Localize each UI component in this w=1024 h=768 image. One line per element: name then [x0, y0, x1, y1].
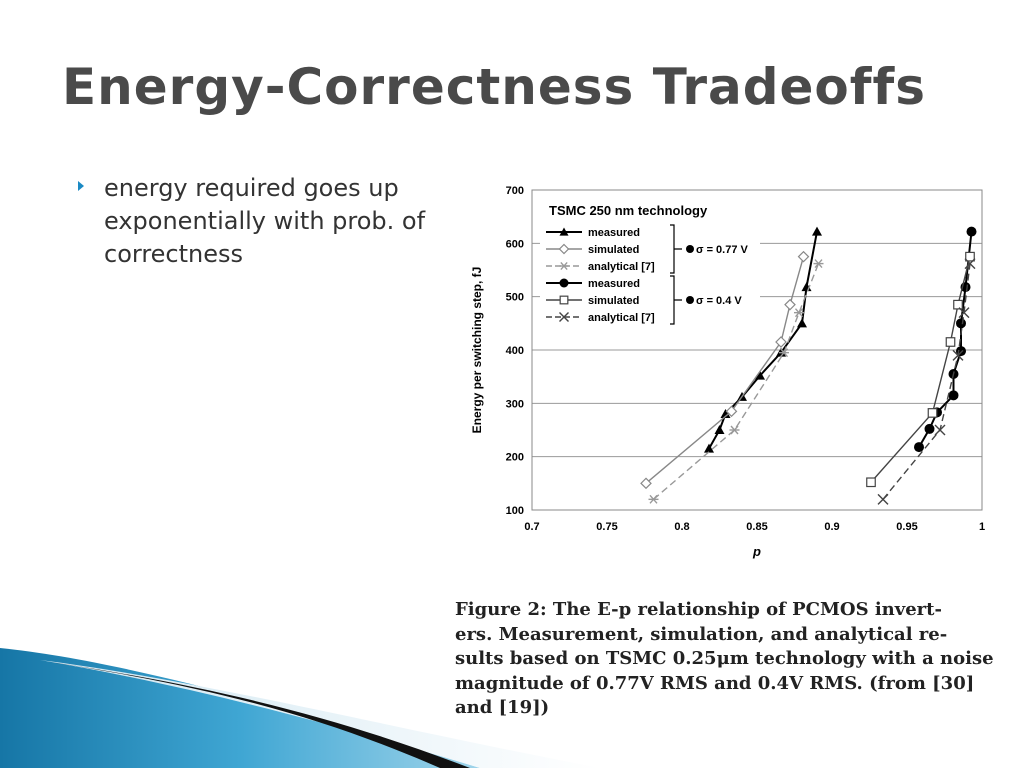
- legend-bracket: [670, 224, 682, 274]
- bullet-arrow-icon: [78, 181, 84, 191]
- data-point: [755, 370, 765, 380]
- caption-line: Figure 2: The E-p relationship of PCMOS …: [455, 599, 942, 620]
- data-point: [952, 349, 964, 361]
- plot-area-frame: [531, 189, 983, 511]
- figure-caption: Figure 2: The E-p relationship of PCMOS …: [455, 598, 1011, 721]
- y-tick-label: 300: [506, 398, 524, 410]
- caption-line: ers. Measurement, simulation, and analyt…: [455, 623, 948, 645]
- caption-line: and [19]): [455, 697, 550, 718]
- data-point: [648, 494, 659, 504]
- y-tick-label: 400: [506, 345, 524, 357]
- decorative-swoosh: [0, 648, 600, 768]
- data-point: [729, 425, 740, 435]
- data-point: [958, 307, 970, 319]
- x-tick-label: 0.75: [596, 521, 617, 533]
- data-point: [877, 493, 889, 505]
- data-point: [558, 243, 570, 255]
- y-tick-labels: 100 200 300 400 500 600 700: [506, 185, 524, 517]
- slide-title: Energy-Correctness Tradeoffs: [62, 58, 927, 116]
- legend-entry: measured: [588, 278, 640, 290]
- data-point: [812, 226, 822, 236]
- legend-group-label: σ = 0.77 V: [696, 244, 749, 256]
- data-point: [720, 409, 731, 418]
- legend-entry: simulated: [588, 244, 639, 256]
- swoosh-black: [50, 662, 470, 768]
- data-point: [813, 259, 824, 269]
- y-tick-label: 100: [506, 505, 524, 517]
- data-point: [945, 337, 956, 347]
- data-point: [964, 258, 976, 270]
- data-point: [914, 442, 924, 453]
- data-point: [784, 298, 796, 311]
- data-point: [559, 312, 569, 322]
- y-axis-label: Energy per switching step, fJ: [470, 267, 484, 434]
- legend-group-label: σ = 0.4 V: [696, 295, 742, 307]
- y-tick-label: 200: [506, 452, 524, 464]
- data-point: [924, 423, 935, 434]
- data-point: [640, 477, 652, 490]
- legend-background: [540, 222, 760, 326]
- data-point: [794, 308, 804, 318]
- legend-entry: measured: [588, 227, 640, 239]
- x-axis-label: p: [752, 544, 761, 559]
- x-tick-label: 1: [979, 521, 985, 533]
- data-point: [559, 227, 569, 236]
- legend-entry: analytical [7]: [588, 312, 655, 324]
- data-point: [927, 408, 938, 418]
- x-tick-label: 0.7: [524, 521, 539, 533]
- swoosh-light: [40, 660, 600, 768]
- chart-legend: measured simulated analytical [7] measured s…: [540, 222, 760, 326]
- x-tick-label: 0.85: [746, 521, 767, 533]
- data-point: [779, 348, 789, 358]
- caption-line: sults based on TSMC 0.25μm technology wi…: [455, 648, 994, 669]
- data-point: [559, 295, 569, 305]
- series-5: [877, 258, 976, 505]
- sigma-dot-icon: [686, 245, 694, 253]
- y-tick-label: 500: [506, 292, 524, 304]
- legend-entry: simulated: [588, 295, 639, 307]
- x-tick-label: 0.9: [824, 521, 839, 533]
- data-point: [725, 405, 738, 418]
- chart-series: [640, 226, 977, 505]
- data-point: [704, 443, 714, 453]
- chart-title: TSMC 250 nm technology: [549, 203, 708, 218]
- data-point: [714, 425, 725, 434]
- legend-bracket: [670, 275, 682, 325]
- data-point: [775, 336, 787, 348]
- swoosh-blue: [0, 648, 480, 768]
- data-point: [965, 251, 975, 262]
- sigma-dot-icon: [686, 296, 694, 304]
- series-line: [882, 263, 971, 500]
- data-point: [956, 318, 966, 329]
- x-tick-label: 0.8: [674, 521, 689, 533]
- series-1: [640, 250, 810, 490]
- data-point: [953, 299, 963, 310]
- data-point: [966, 226, 977, 237]
- x-tick-labels: 0.7 0.75 0.8 0.85 0.9 0.95 1: [524, 521, 985, 533]
- legend-entry: analytical [7]: [588, 261, 655, 273]
- series-4: [866, 251, 975, 488]
- bullet-text: energy required goes up exponentially wi…: [104, 174, 426, 268]
- data-point: [797, 250, 810, 263]
- y-tick-label: 600: [506, 238, 524, 250]
- data-point: [559, 261, 569, 271]
- data-point: [797, 318, 807, 328]
- series-2: [648, 259, 824, 504]
- data-point: [934, 424, 946, 436]
- data-point: [948, 390, 959, 401]
- series-line: [918, 231, 973, 448]
- caption-line: magnitude of 0.77V RMS and 0.4V RMS. (fr…: [455, 672, 975, 694]
- y-tick-label: 700: [506, 185, 524, 197]
- x-tick-label: 0.95: [896, 521, 917, 533]
- data-point: [866, 477, 876, 488]
- data-point: [559, 278, 569, 288]
